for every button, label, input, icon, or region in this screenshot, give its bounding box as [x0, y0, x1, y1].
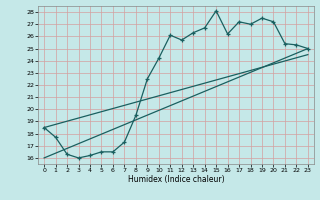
X-axis label: Humidex (Indice chaleur): Humidex (Indice chaleur): [128, 175, 224, 184]
